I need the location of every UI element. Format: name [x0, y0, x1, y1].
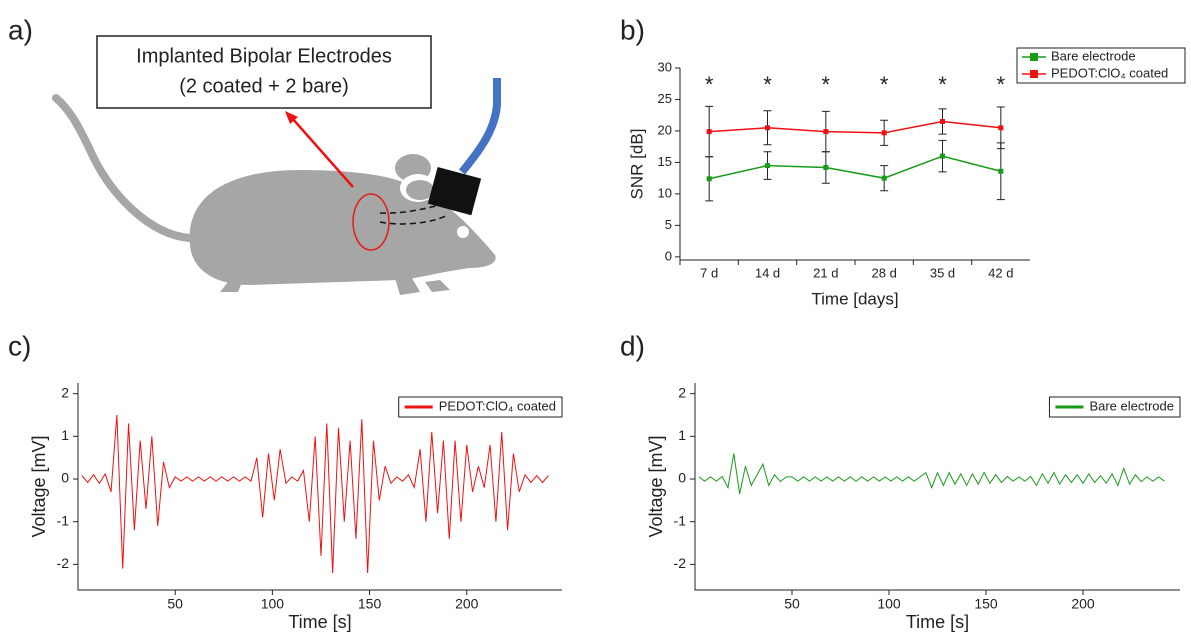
x-tick-label: 100 [877, 596, 901, 612]
y-axis-label: Voltage [mV] [646, 435, 666, 537]
y-tick-label: 2 [678, 384, 686, 400]
x-axis-label: Time [days] [811, 289, 898, 308]
x-axis-label: Time [s] [906, 612, 969, 632]
x-tick-label: 7 d [700, 265, 718, 280]
panel-label: c) [8, 330, 31, 361]
point [765, 163, 770, 169]
legend-box [398, 396, 563, 418]
annotation: * [822, 72, 831, 97]
signal-trace [81, 414, 549, 573]
x-tick-label: 35 d [930, 265, 955, 280]
x-tick-label: 150 [974, 596, 998, 612]
point [706, 129, 712, 135]
y-tick-label: 15 [658, 154, 672, 169]
legend-label: Bare electrode [1089, 398, 1174, 413]
point [940, 119, 945, 125]
annotation: * [880, 72, 889, 97]
panel-label: d) [620, 330, 645, 361]
legend-label: PEDOT:ClO₄ coated [1051, 65, 1168, 80]
series-line [709, 155, 1002, 180]
axis-frame [694, 383, 1180, 591]
x-tick-label: 50 [167, 596, 183, 612]
y-tick-label: -1 [674, 512, 687, 528]
y-tick-label: 1 [61, 427, 69, 443]
y-tick-label: 20 [658, 122, 672, 137]
signal-trace [698, 453, 1165, 495]
y-tick-label: -1 [57, 512, 70, 528]
point [998, 125, 1004, 131]
x-tick-label: 50 [784, 596, 800, 612]
y-tick-label: 1 [678, 427, 686, 443]
annotation: * [938, 72, 947, 97]
legend-label: Bare electrode [1051, 48, 1136, 63]
x-tick-label: 42 d [988, 265, 1013, 280]
x-tick-label: 200 [455, 596, 479, 612]
y-tick-label: 5 [665, 217, 672, 232]
y-tick-label: 0 [678, 470, 686, 486]
point [823, 164, 829, 170]
x-tick-label: 21 d [813, 265, 838, 280]
callout-text: Implanted Bipolar Electrodes [136, 45, 392, 67]
y-tick-label: 0 [665, 248, 672, 263]
callout-text: (2 coated + 2 bare) [179, 75, 349, 97]
x-tick-label: 150 [358, 596, 382, 612]
x-tick-label: 100 [261, 596, 285, 612]
legend-marker [1030, 70, 1038, 78]
y-tick-label: 25 [658, 91, 672, 106]
y-axis-label: Voltage [mV] [29, 435, 49, 537]
point [940, 153, 945, 159]
axis-frame [679, 68, 1030, 261]
point [823, 129, 829, 135]
legend-marker [1030, 53, 1038, 61]
panel-label: b) [620, 14, 645, 45]
y-tick-label: -2 [57, 555, 70, 571]
x-axis-label: Time [s] [288, 612, 351, 632]
y-axis-label: SNR [dB] [627, 129, 646, 200]
y-tick-label: 30 [658, 59, 672, 74]
x-tick-label: 28 d [872, 265, 897, 280]
y-tick-label: 10 [658, 185, 672, 200]
y-tick-label: 0 [61, 470, 69, 486]
series-line [709, 120, 1001, 134]
point [881, 130, 887, 136]
y-tick-label: 2 [61, 384, 69, 400]
point [998, 168, 1004, 174]
point [706, 176, 712, 182]
legend-box [1048, 396, 1181, 418]
point [765, 125, 770, 131]
annotation: * [705, 72, 714, 97]
legend-box [1016, 47, 1186, 84]
annotation: * [763, 72, 772, 97]
mouse-illustration [52, 35, 501, 295]
x-tick-label: 14 d [755, 265, 780, 280]
axis-frame [77, 383, 562, 591]
annotation: * [997, 72, 1006, 97]
y-tick-label: -2 [674, 555, 687, 571]
point [881, 175, 887, 181]
x-tick-label: 200 [1071, 596, 1095, 612]
legend-label: PEDOT:ClO₄ coated [439, 398, 556, 413]
panel-label: a) [8, 14, 33, 45]
